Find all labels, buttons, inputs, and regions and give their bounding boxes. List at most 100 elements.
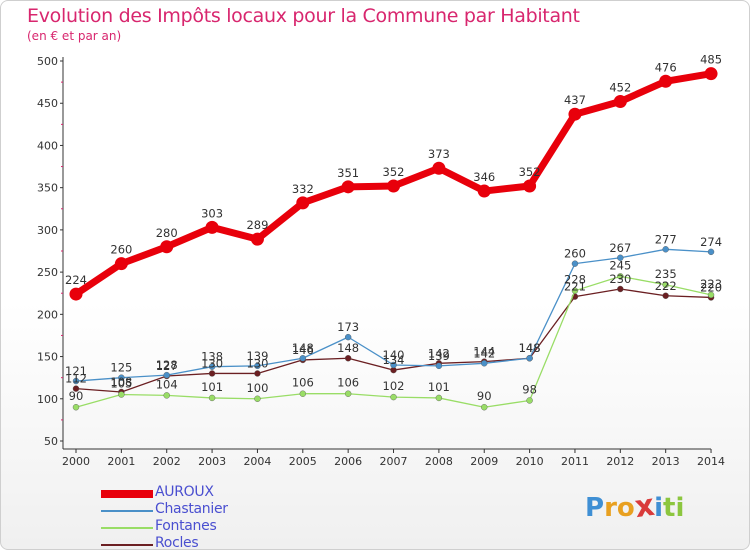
data-point: [662, 292, 669, 299]
data-label: 128: [156, 358, 178, 372]
legend-label: Fontanes: [155, 518, 217, 534]
x-tick-label: 2000: [62, 455, 90, 468]
data-label: 130: [246, 356, 268, 370]
data-label: 108: [110, 375, 132, 389]
data-point: [296, 196, 310, 210]
data-label: 228: [564, 273, 586, 287]
y-tick-label: 400: [37, 139, 58, 152]
data-point: [704, 67, 718, 81]
data-label: 139: [428, 349, 450, 363]
data-label: 437: [564, 93, 586, 107]
x-tick-label: 2002: [153, 455, 181, 468]
x-tick-label: 2008: [425, 455, 453, 468]
x-tick-label: 2006: [334, 455, 362, 468]
data-label: 138: [201, 350, 223, 364]
data-point: [432, 161, 446, 175]
data-point: [523, 179, 537, 193]
data-point: [72, 404, 80, 411]
legend-swatch: [101, 510, 153, 512]
data-label: 277: [655, 232, 677, 246]
data-point: [387, 179, 401, 193]
data-label: 148: [292, 341, 314, 355]
data-point: [69, 287, 83, 301]
data-point: [707, 248, 715, 256]
data-point: [659, 74, 673, 88]
y-tick-label: 200: [37, 308, 58, 321]
data-label: 142: [473, 346, 495, 360]
x-tick-label: 2004: [243, 455, 271, 468]
data-point: [72, 385, 80, 392]
data-label: 351: [337, 166, 359, 180]
data-label: 485: [700, 53, 722, 67]
data-point: [662, 281, 669, 288]
data-label: 146: [292, 343, 314, 357]
legend-label: AUROUX: [155, 484, 214, 500]
data-label: 352: [519, 165, 541, 179]
data-point: [344, 390, 352, 397]
data-label: 101: [201, 380, 223, 394]
data-point: [571, 260, 579, 267]
data-label: 105: [110, 377, 132, 391]
data-point: [163, 392, 170, 399]
y-tick-label: 150: [37, 351, 58, 364]
data-point: [163, 371, 170, 379]
legend-swatch: [101, 544, 153, 546]
data-label: 223: [700, 277, 722, 291]
x-tick-label: 2003: [198, 455, 226, 468]
data-point: [344, 355, 352, 362]
data-point: [526, 397, 533, 404]
y-tick-label: 50: [44, 435, 58, 448]
x-tick-label: 2014: [697, 455, 725, 468]
data-label: 134: [383, 353, 405, 367]
x-tick-label: 2009: [470, 455, 498, 468]
data-point: [526, 355, 533, 362]
data-label: 90: [477, 389, 492, 403]
data-label: 245: [609, 258, 631, 272]
data-label: 222: [655, 279, 677, 293]
data-label: 260: [564, 247, 586, 261]
legend-swatch: [101, 527, 153, 529]
data-label: 148: [519, 341, 541, 355]
data-point: [481, 404, 488, 411]
brand-letter: P: [585, 493, 605, 523]
brand-letter: x: [632, 487, 657, 526]
data-point: [435, 362, 443, 370]
data-label: 90: [69, 389, 84, 403]
data-label: 144: [473, 345, 495, 359]
data-label: 139: [246, 349, 268, 363]
data-point: [208, 394, 216, 402]
data-point: [662, 246, 669, 253]
data-label: 148: [337, 341, 359, 355]
data-point: [254, 362, 261, 370]
data-point: [481, 360, 488, 367]
legend-label: Chastanier: [155, 501, 228, 517]
data-point: [208, 370, 216, 377]
data-label: 173: [337, 320, 359, 334]
data-point: [617, 273, 624, 280]
data-point: [344, 333, 352, 341]
brand-logo: Proxiti: [585, 487, 684, 526]
data-point: [613, 95, 627, 109]
data-label: 142: [428, 346, 450, 360]
x-tick-label: 2013: [652, 455, 680, 468]
x-tick-label: 2005: [289, 455, 317, 468]
data-point: [390, 361, 397, 369]
y-tick-label: 450: [37, 97, 58, 110]
y-tick-label: 300: [37, 224, 58, 237]
data-point: [118, 391, 125, 398]
legend-item-auroux: AUROUX: [101, 484, 321, 502]
data-label: 112: [65, 372, 87, 386]
data-label: 125: [110, 361, 132, 375]
data-label: 221: [564, 280, 586, 294]
data-point: [435, 394, 443, 402]
data-label: 100: [246, 381, 268, 395]
data-label: 346: [473, 170, 495, 184]
data-point: [707, 291, 715, 299]
data-label: 101: [428, 380, 450, 394]
data-point: [571, 287, 579, 294]
chart-subtitle: (en € et par an): [27, 29, 122, 43]
data-label: 106: [337, 376, 359, 390]
y-tick-label: 500: [37, 55, 58, 68]
data-label: 373: [428, 147, 450, 161]
data-label: 280: [156, 226, 178, 240]
